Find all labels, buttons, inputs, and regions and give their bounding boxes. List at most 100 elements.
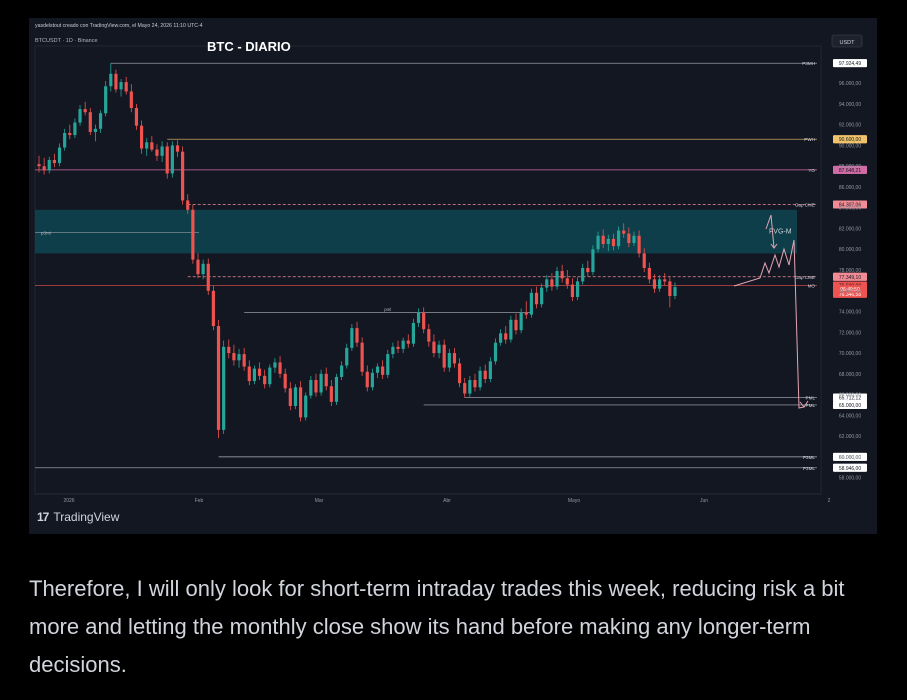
level-price-badge-bg [833, 393, 867, 402]
candle-body [457, 363, 462, 384]
chart-card: FVG-M P3MH 97.924,49 PWH 90.600,00 YO 87.648,… [29, 18, 877, 534]
level-price-label: 77.349,10 [839, 275, 861, 281]
level-price-badge-bg [833, 463, 867, 472]
currency-label: USDT [840, 40, 856, 46]
candle-body [478, 370, 482, 388]
candle-body [596, 235, 600, 250]
candle-body [170, 145, 174, 174]
candle-body [375, 366, 380, 373]
tradingview-brand: TradingView [53, 510, 120, 524]
projection-path [733, 239, 805, 409]
candles [37, 63, 677, 439]
candle-body [268, 367, 272, 385]
projection-arrowhead [799, 400, 809, 408]
candle-body [42, 166, 46, 171]
y-tick-label: 82.000,00 [839, 226, 861, 232]
candle-body [524, 312, 528, 315]
price-chart[interactable]: FVG-M P3MH 97.924,49 PWH 90.600,00 YO 87.648,… [29, 18, 877, 534]
candle-body [483, 370, 487, 379]
candle-body [447, 353, 451, 368]
candle-body [242, 354, 246, 367]
tradingview-logo[interactable]: 17 TradingView [37, 510, 119, 524]
candle-body [642, 253, 646, 268]
candle-body [160, 146, 164, 156]
candle-body [504, 333, 508, 340]
candle-body [298, 387, 303, 418]
candle-body [247, 366, 251, 382]
level-name: Gap CME [795, 275, 815, 280]
candle-body [283, 373, 287, 389]
level-name: MO [808, 284, 816, 289]
candle-body [427, 329, 431, 342]
y-tick-label: 68.000,00 [839, 372, 861, 378]
candle-body [575, 281, 580, 297]
candle-body [437, 344, 441, 354]
candle-body [119, 82, 123, 90]
candle-body [370, 372, 374, 388]
candle-body [314, 380, 318, 393]
candle-body [499, 333, 503, 343]
candle-body [627, 233, 631, 244]
candle-body [191, 209, 195, 260]
level-name: PML [806, 403, 816, 408]
y-tick-label: 72.000,00 [839, 330, 861, 336]
candle-body [545, 279, 549, 288]
candle-body [201, 263, 205, 275]
candle-body [222, 346, 226, 430]
candle-body [401, 340, 405, 349]
level-price-badge-bg [833, 400, 867, 409]
plot-border [34, 45, 822, 495]
candle-body [211, 290, 215, 327]
candle-body [550, 279, 554, 287]
fvg-label: FVG-M [769, 229, 792, 236]
level-price-badge-bg [833, 135, 867, 144]
candle-body [391, 346, 395, 355]
candle-body [381, 366, 385, 375]
candle-body [622, 230, 626, 234]
level-price-badge-bg [833, 59, 867, 68]
candle-body [227, 346, 231, 354]
candle-body [334, 376, 339, 402]
candle-body [652, 279, 657, 289]
x-tick-label: Mayo [568, 498, 580, 504]
level-price-badge-bg [833, 165, 867, 174]
candle-body [529, 292, 533, 315]
level-price-label: 58.946,00 [839, 466, 861, 472]
candle-body [288, 388, 292, 406]
candle-body [493, 342, 498, 362]
candle-body [309, 380, 313, 396]
candle-body [616, 230, 621, 247]
candle-body [47, 159, 51, 171]
candle-body [355, 328, 359, 343]
candle-body [329, 386, 333, 402]
currency-box[interactable] [831, 34, 863, 48]
price-axis: 96.000,00 94.000,00 92.000,00 90.000,00 88.0… [839, 81, 861, 481]
candle-body [340, 365, 344, 377]
candle-body [186, 200, 190, 210]
y-tick-label: 58.000,00 [839, 476, 861, 482]
candle-body [488, 361, 492, 379]
x-tick-label: Abr [443, 498, 451, 504]
fvg-zone [35, 209, 797, 254]
y-tick-label: 94.000,00 [839, 102, 861, 108]
candle-body [83, 109, 87, 113]
candle-body [658, 279, 662, 289]
candle-body [345, 347, 349, 366]
candle-body [463, 383, 467, 394]
candle-body [360, 342, 364, 372]
candle-body [406, 340, 410, 344]
price-label: 76.346,58 [839, 292, 861, 298]
candle-body [88, 112, 92, 132]
candle-body [181, 151, 185, 201]
candle-body [129, 91, 133, 109]
candle-body [216, 326, 221, 430]
candle-body [93, 128, 98, 132]
candle-body [540, 287, 544, 305]
x-tick-label: Mar [315, 498, 324, 504]
candle-body [581, 267, 585, 282]
candle-body [109, 73, 113, 87]
candle-body [73, 122, 77, 136]
candle-body [647, 267, 651, 280]
y-tick-label: 62.000,00 [839, 434, 861, 440]
level-price-label: 90.600,00 [839, 137, 861, 143]
